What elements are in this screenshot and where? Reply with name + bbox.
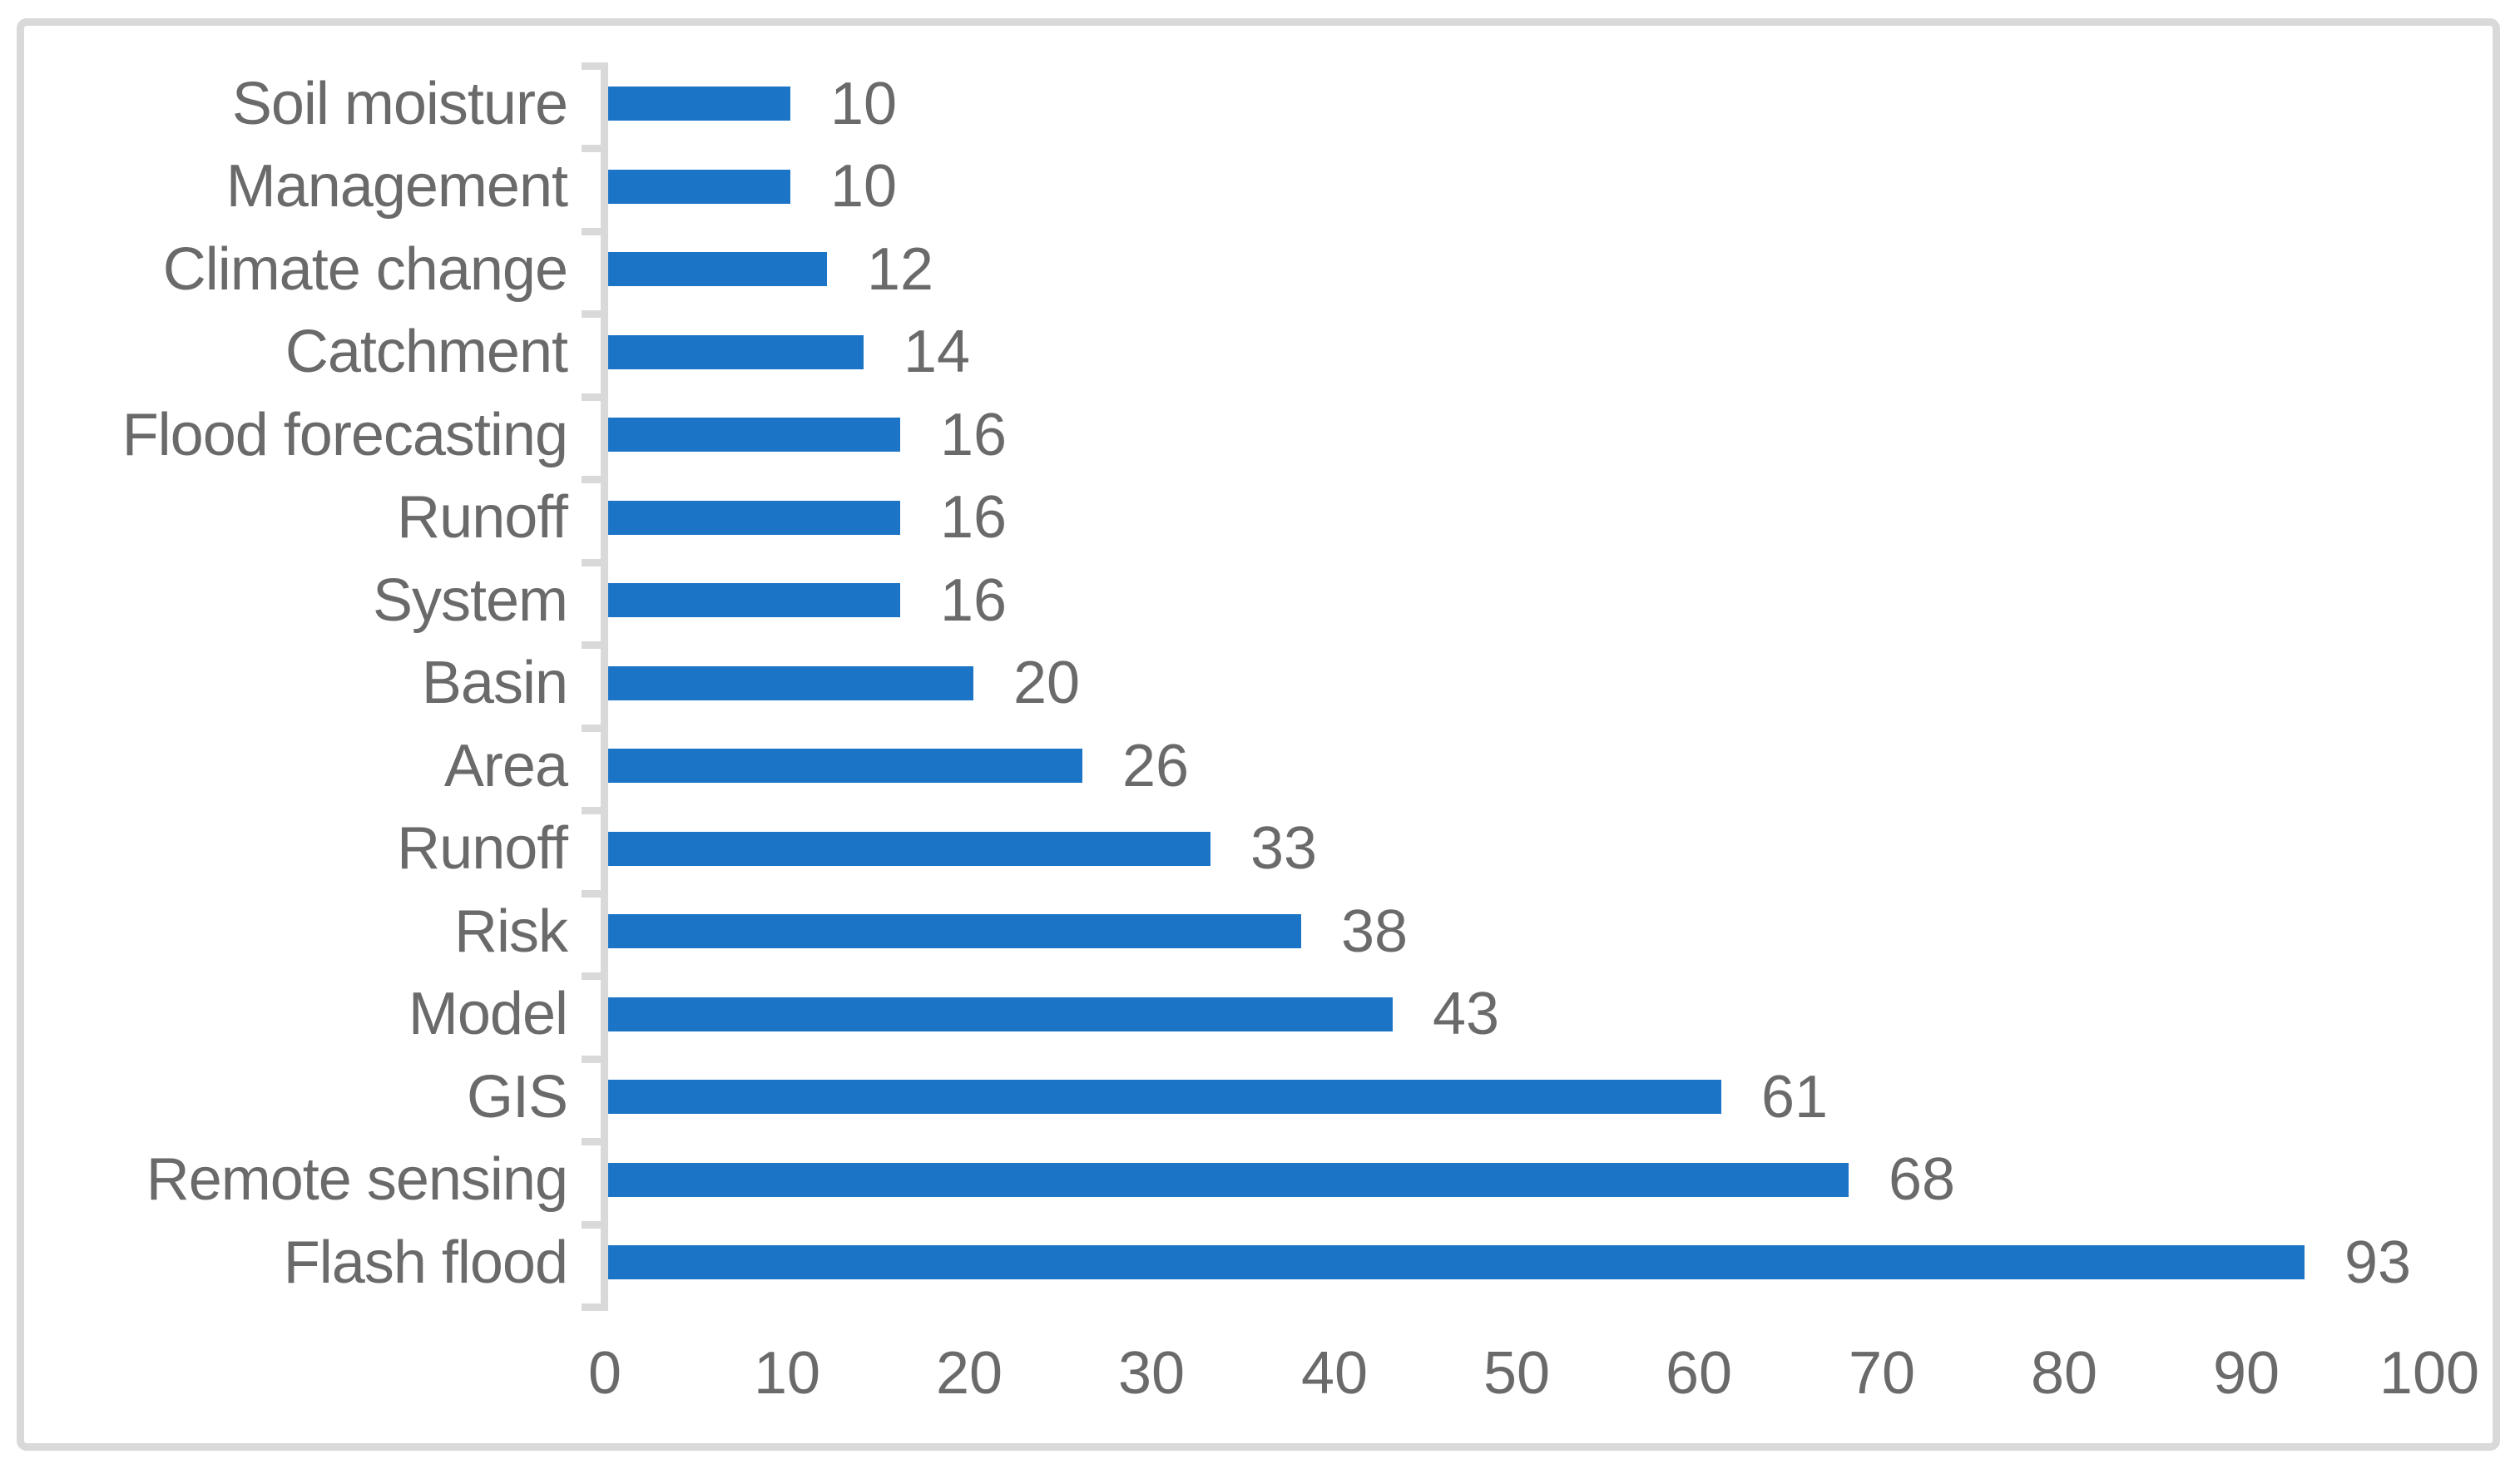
category-label: System (372, 566, 568, 634)
x-tick-label: 80 (2030, 1340, 2098, 1407)
axis-tick-mark (582, 228, 608, 235)
axis-tick-mark (582, 393, 608, 401)
axis-tick-mark (582, 641, 608, 649)
axis-tick-mark (582, 310, 608, 318)
x-tick-label: 0 (587, 1340, 622, 1407)
axis-tick-mark (582, 725, 608, 732)
value-label: 26 (1122, 732, 1190, 799)
value-label: 16 (940, 566, 1008, 634)
x-tick-label: 90 (2212, 1340, 2280, 1407)
bar (608, 832, 1210, 866)
category-label: Risk (454, 898, 568, 965)
bar (608, 335, 864, 369)
value-label: 33 (1250, 815, 1318, 883)
value-label: 10 (830, 153, 898, 220)
x-tick-label: 10 (753, 1340, 821, 1407)
category-label: Flash flood (283, 1229, 568, 1296)
category-label: Model (408, 981, 568, 1048)
axis-tick-mark (582, 1056, 608, 1063)
x-tick-label: 60 (1665, 1340, 1733, 1407)
axis-tick-mark (582, 1221, 608, 1229)
category-label: Remote sensing (146, 1146, 568, 1214)
value-label: 10 (830, 70, 898, 137)
x-tick-label: 70 (1848, 1340, 1916, 1407)
value-label: 16 (940, 401, 1008, 468)
category-label: Soil moisture (231, 70, 568, 137)
category-label: Flood forecasting (121, 401, 568, 468)
category-label: Climate change (162, 235, 568, 303)
axis-tick-mark (582, 972, 608, 980)
category-label: Catchment (285, 319, 568, 386)
value-label: 68 (1889, 1146, 1956, 1214)
value-label: 12 (867, 235, 934, 303)
category-label: Area (443, 732, 568, 799)
x-tick-label: 100 (2379, 1340, 2480, 1407)
value-label: 38 (1341, 898, 1409, 965)
bar (608, 1080, 1721, 1114)
value-label: 20 (1013, 650, 1081, 717)
bar (608, 914, 1301, 948)
bar (608, 1245, 2305, 1279)
x-tick-label: 20 (935, 1340, 1003, 1407)
axis-tick-mark (582, 1138, 608, 1145)
category-label: Runoff (397, 815, 568, 883)
bar (608, 583, 900, 617)
bar (608, 501, 900, 535)
value-label: 61 (1761, 1063, 1829, 1130)
axis-tick-mark (582, 559, 608, 566)
category-label: GIS (466, 1063, 568, 1130)
value-label: 16 (940, 484, 1008, 552)
bar (608, 170, 790, 204)
value-label: 43 (1433, 981, 1500, 1048)
bar (608, 87, 790, 121)
chart-frame (17, 18, 2500, 1451)
axis-tick-mark (582, 145, 608, 152)
category-label: Runoff (397, 484, 568, 552)
bar (608, 1163, 1849, 1197)
axis-tick-mark (582, 890, 608, 898)
bar (608, 418, 900, 452)
y-axis-line (601, 62, 608, 1308)
axis-tick-mark (582, 476, 608, 483)
bar (608, 252, 827, 286)
axis-tick-mark (582, 1303, 608, 1311)
bar (608, 997, 1393, 1031)
axis-tick-mark (582, 62, 608, 70)
axis-tick-mark (582, 807, 608, 814)
category-label: Management (225, 153, 568, 220)
x-tick-label: 50 (1483, 1340, 1551, 1407)
value-label: 14 (904, 319, 971, 386)
x-tick-label: 40 (1300, 1340, 1369, 1407)
bar (608, 666, 973, 700)
bar (608, 749, 1082, 783)
x-tick-label: 30 (1117, 1340, 1186, 1407)
category-label: Basin (421, 650, 568, 717)
value-label: 93 (2344, 1229, 2412, 1296)
